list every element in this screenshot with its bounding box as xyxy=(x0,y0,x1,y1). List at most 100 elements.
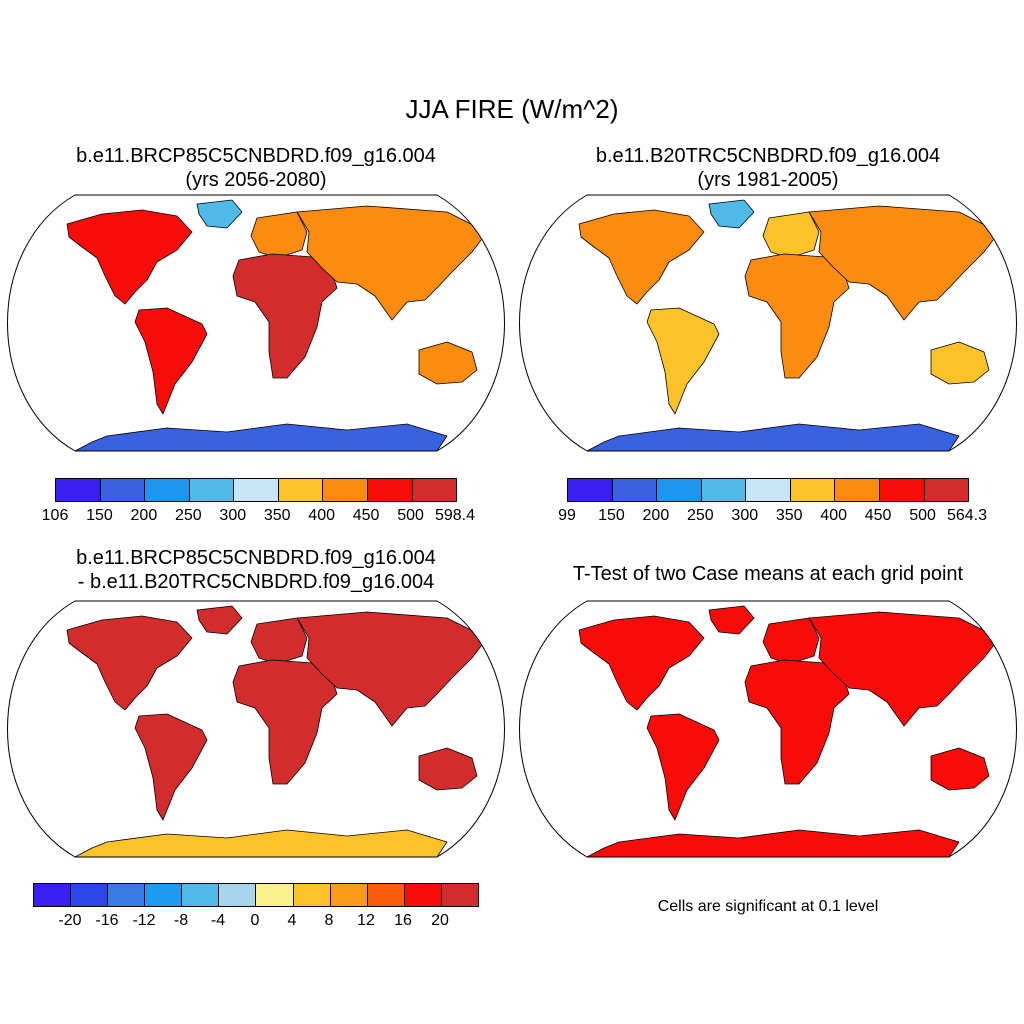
colorbar-tick-label: 106 xyxy=(41,507,69,524)
panel-3-map xyxy=(7,600,505,858)
panel-1-colorbar xyxy=(55,478,457,502)
panel-3-title-line2: - b.e11.B20TRC5CNBDRD.f09_g16.004 xyxy=(77,571,435,593)
region-greenland xyxy=(196,199,243,229)
region-antarctica xyxy=(586,829,960,857)
colorbar-tick-label: 0 xyxy=(250,912,260,929)
colorbar-swatch xyxy=(234,479,279,501)
panel-3-title-line1: b.e11.BRCP85C5CNBDRD.f09_g16.004 xyxy=(76,547,436,569)
colorbar-tick-label: -8 xyxy=(173,912,189,929)
panel-4-title: T-Test of two Case means at each grid po… xyxy=(572,563,964,585)
map-border xyxy=(7,194,505,452)
colorbar-tick-label: -20 xyxy=(58,912,82,929)
panel-1-map xyxy=(7,194,505,452)
colorbar-tick-label: -4 xyxy=(210,912,226,929)
panel-1-title-line2: (yrs 2056-2080) xyxy=(185,169,327,191)
colorbar-swatch xyxy=(219,884,257,906)
colorbar-tick-label: 450 xyxy=(352,507,380,524)
colorbar-swatch xyxy=(835,479,880,501)
panel-3-colorbar-labels: -20 -16 -12 -8 -4 0 4 8 12 16 20 xyxy=(33,912,477,932)
colorbar-swatch xyxy=(100,479,146,501)
colorbar-swatch xyxy=(330,884,368,906)
region-greenland xyxy=(708,605,755,635)
panel-2-colorbar-labels: 99 150 200 250 300 350 400 450 500 564.3 xyxy=(558,507,987,527)
region-greenland xyxy=(708,199,755,229)
colorbar-tick-label: 8 xyxy=(324,912,334,929)
region-north-america xyxy=(578,615,705,711)
map-border xyxy=(7,600,505,858)
colorbar-swatch xyxy=(441,884,478,906)
panel-2-title-line1: b.e11.B20TRC5CNBDRD.f09_g16.004 xyxy=(595,145,941,167)
colorbar-tick-label: 598.4 xyxy=(434,507,476,524)
region-south-america xyxy=(134,713,208,821)
region-south-america xyxy=(646,713,720,821)
region-australia xyxy=(418,747,478,791)
colorbar-tick-label: 500 xyxy=(909,507,936,524)
region-north-america xyxy=(66,209,193,305)
colorbar-swatch xyxy=(34,884,72,906)
colorbar-swatch xyxy=(367,479,413,501)
colorbar-swatch xyxy=(746,479,791,501)
region-antarctica xyxy=(74,829,448,857)
map-border xyxy=(519,600,1017,858)
region-south-america xyxy=(646,307,720,415)
colorbar-swatch xyxy=(293,884,331,906)
colorbar-tick-label: 250 xyxy=(686,507,714,524)
colorbar-swatch xyxy=(71,884,109,906)
colorbar-tick-label: 350 xyxy=(263,507,291,524)
colorbar-swatch xyxy=(412,479,457,501)
panel-1-title-line1: b.e11.BRCP85C5CNBDRD.f09_g16.004 xyxy=(76,145,436,167)
colorbar-swatch xyxy=(145,884,183,906)
colorbar-swatch xyxy=(404,884,442,906)
colorbar-tick-label: 4 xyxy=(287,912,297,929)
colorbar-swatch xyxy=(278,479,324,501)
colorbar-swatch xyxy=(790,479,836,501)
colorbar-tick-label: 200 xyxy=(130,507,158,524)
panel-1-title: b.e11.BRCP85C5CNBDRD.f09_g16.004 (yrs 20… xyxy=(6,144,506,192)
panel-2-title: b.e11.B20TRC5CNBDRD.f09_g16.004 (yrs 198… xyxy=(518,144,1018,192)
colorbar-tick-label: 450 xyxy=(864,507,892,524)
region-europe xyxy=(762,211,820,259)
colorbar-tick-label: 20 xyxy=(431,912,449,929)
region-antarctica xyxy=(74,423,448,451)
colorbar-tick-label: 200 xyxy=(642,507,670,524)
region-north-america xyxy=(578,209,705,305)
region-australia xyxy=(418,341,478,385)
colorbar-swatch xyxy=(145,479,190,501)
colorbar-tick-label: -16 xyxy=(95,912,119,929)
colorbar-swatch xyxy=(256,884,294,906)
figure-title: JJA FIRE (W/m^2) xyxy=(405,94,619,124)
region-south-america xyxy=(134,307,208,415)
colorbar-tick-label: 99 xyxy=(558,507,576,524)
colorbar-swatch xyxy=(657,479,702,501)
colorbar-swatch xyxy=(189,479,235,501)
colorbar-swatch xyxy=(701,479,747,501)
region-europe xyxy=(762,617,820,665)
colorbar-tick-label: 16 xyxy=(394,912,412,929)
region-antarctica xyxy=(586,423,960,451)
colorbar-tick-label: 350 xyxy=(775,507,803,524)
region-australia xyxy=(930,341,990,385)
panel-2-colorbar xyxy=(567,478,969,502)
colorbar-tick-label: 300 xyxy=(731,507,759,524)
panel-3-colorbar xyxy=(33,883,479,907)
colorbar-tick-label: 12 xyxy=(357,912,375,929)
colorbar-tick-label: 564.3 xyxy=(946,507,988,524)
region-europe xyxy=(250,617,308,665)
colorbar-swatch xyxy=(879,479,925,501)
panel-4-map xyxy=(519,600,1017,858)
colorbar-tick-label: -12 xyxy=(132,912,156,929)
colorbar-swatch xyxy=(367,884,405,906)
panel-1-colorbar-labels: 106 150 200 250 300 350 400 450 500 598.4 xyxy=(42,507,475,527)
panel-4-significance-note: Cells are significant at 0.1 level xyxy=(657,898,879,915)
panel-2-map xyxy=(519,194,1017,452)
colorbar-swatch xyxy=(56,479,101,501)
colorbar-tick-label: 150 xyxy=(598,507,625,524)
colorbar-swatch xyxy=(182,884,220,906)
map-border xyxy=(519,194,1017,452)
colorbar-tick-label: 150 xyxy=(86,507,113,524)
colorbar-tick-label: 400 xyxy=(820,507,848,524)
colorbar-swatch xyxy=(612,479,658,501)
panel-3-title: b.e11.BRCP85C5CNBDRD.f09_g16.004 - b.e11… xyxy=(6,546,506,594)
region-greenland xyxy=(196,605,243,635)
colorbar-swatch xyxy=(568,479,613,501)
